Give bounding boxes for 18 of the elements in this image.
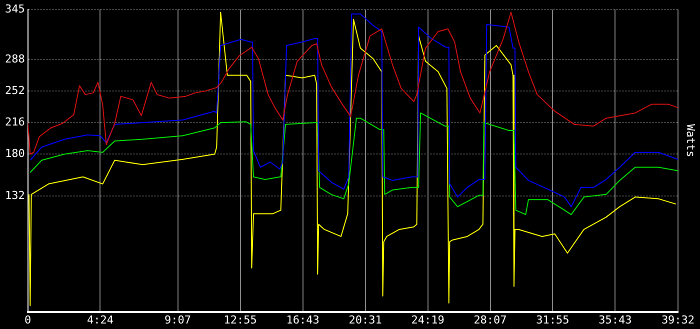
y-tick-label: 132: [4, 189, 25, 202]
x-tick-label: 24:19: [411, 313, 444, 326]
x-tick-label: 39:32: [661, 313, 695, 326]
y-tick-label: 345: [4, 2, 25, 16]
x-tick-label: 35:43: [598, 313, 632, 326]
y-tick-label: 288: [4, 52, 25, 66]
x-tick-label: 9:07: [164, 313, 192, 326]
x-tick-label: 28:07: [474, 313, 507, 326]
x-tick-label: 12:55: [224, 313, 257, 326]
y-axis-title: Watts: [684, 124, 698, 158]
x-tick-label: 0: [24, 313, 32, 326]
x-tick-label: 4:24: [86, 313, 114, 326]
y-tick-label: 180: [4, 146, 25, 160]
y-tick-label: 252: [4, 84, 25, 97]
x-tick-label: 16:43: [286, 313, 320, 326]
x-tick-label: 31:55: [536, 313, 570, 326]
y-tick-label: 216: [4, 115, 25, 128]
x-tick-label: 20:31: [348, 313, 382, 326]
